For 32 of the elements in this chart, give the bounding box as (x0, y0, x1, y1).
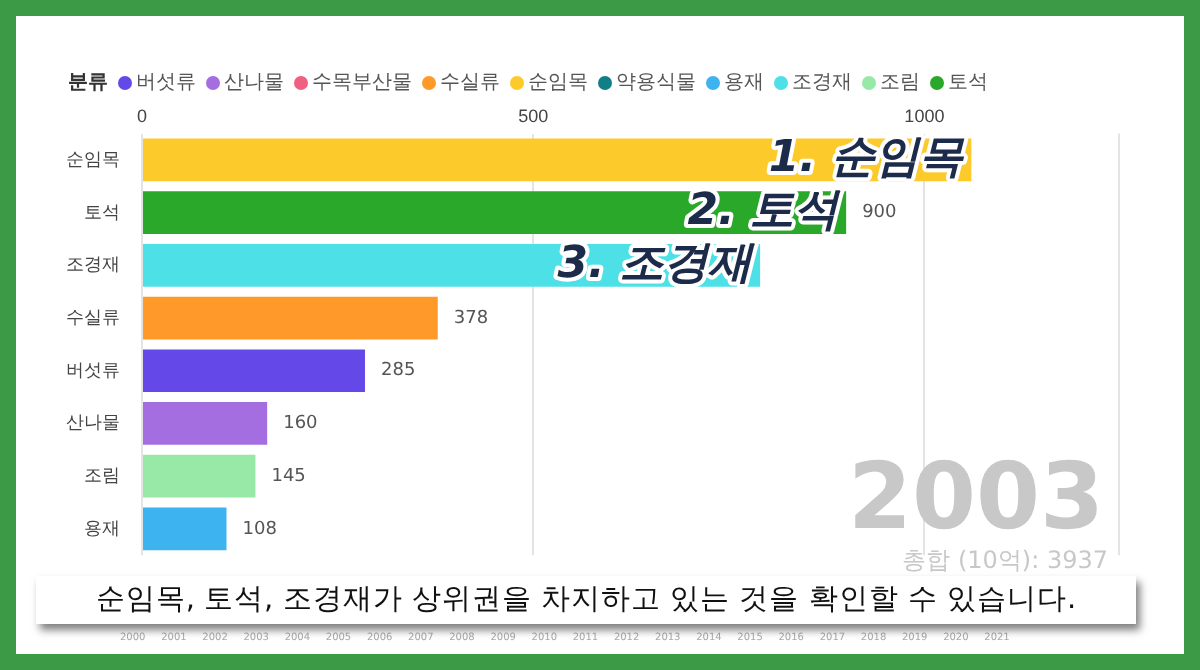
data-label: 108 (242, 519, 278, 540)
y-tick-label: 산나물 (66, 412, 120, 433)
legend-label: 순임목 (528, 70, 588, 96)
data-label: 160 (283, 414, 319, 435)
legend-label: 버섯류 (136, 70, 196, 96)
legend-label: 조림 (880, 70, 920, 96)
legend-label: 약용식물 (616, 70, 696, 96)
y-tick-label: 버섯류 (66, 359, 120, 380)
y-tick-label: 순임목 (66, 148, 120, 169)
x-tick-label: 500 (518, 105, 549, 126)
x-tick-label: 0 (136, 105, 148, 126)
legend-label: 용재 (724, 70, 764, 96)
annotation: 3. 조경재 (557, 238, 757, 289)
annotation: 1. 순임목 (768, 133, 966, 184)
legend-label: 수목부산물 (312, 70, 412, 96)
legend-label: 수실류 (440, 70, 500, 96)
caption-box: 순임목, 토석, 조경재가 상위권을 차지하고 있는 것을 확인할 수 있습니다. (36, 576, 1136, 624)
y-tick-label: 조림 (84, 465, 120, 486)
data-label: 285 (380, 361, 416, 382)
legend-label: 산나물 (224, 70, 284, 96)
data-label: 900 (862, 203, 898, 224)
y-tick-label: 용재 (84, 517, 120, 538)
legend-title: 분류 (68, 70, 108, 96)
y-tick-label: 토석 (84, 201, 120, 222)
x-tick-label: 1000 (904, 105, 945, 126)
data-label: 378 (453, 308, 489, 329)
annotation: 2. 토석 (687, 186, 843, 237)
legend-label: 조경재 (792, 70, 852, 96)
y-tick-label: 조경재 (66, 254, 120, 275)
y-tick-label: 수실류 (66, 307, 120, 328)
legend-label: 토석 (948, 70, 988, 96)
data-label: 145 (271, 466, 306, 487)
